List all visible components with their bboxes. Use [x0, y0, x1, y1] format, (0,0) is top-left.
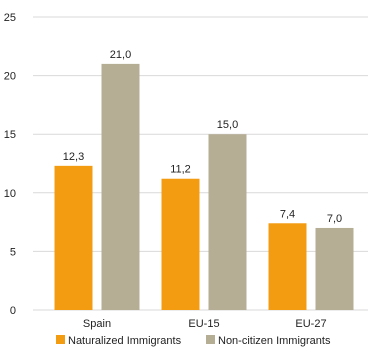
legend-label: Non-citizen Immigrants [218, 335, 331, 347]
data-label: 21,0 [110, 49, 131, 61]
y-tick-label: 10 [4, 188, 16, 200]
bar-non-citizen-eu-15 [208, 134, 247, 310]
bar-non-citizen-spain [101, 63, 140, 310]
data-label: 15,0 [217, 119, 238, 131]
y-tick-label: 5 [10, 246, 16, 258]
bar-naturalized-eu-27 [268, 223, 307, 310]
x-tick-label: EU-27 [295, 318, 326, 330]
legend-swatch [56, 335, 65, 344]
bar-naturalized-spain [54, 165, 93, 310]
legend-label: Naturalized Immigrants [68, 335, 182, 347]
data-label: 12,3 [63, 151, 84, 163]
data-label: 11,2 [170, 164, 191, 176]
bar-naturalized-eu-15 [161, 178, 200, 310]
y-tick-label: 25 [4, 12, 16, 24]
data-label: 7,0 [327, 213, 342, 225]
x-tick-label: Spain [83, 318, 111, 330]
y-tick-label: 20 [4, 71, 16, 83]
y-tick-label: 0 [10, 305, 16, 317]
y-tick-label: 15 [4, 129, 16, 141]
data-label: 7,4 [280, 208, 295, 220]
bar-non-citizen-eu-27 [315, 227, 354, 310]
x-tick-label: EU-15 [188, 318, 219, 330]
legend-swatch [206, 335, 215, 344]
